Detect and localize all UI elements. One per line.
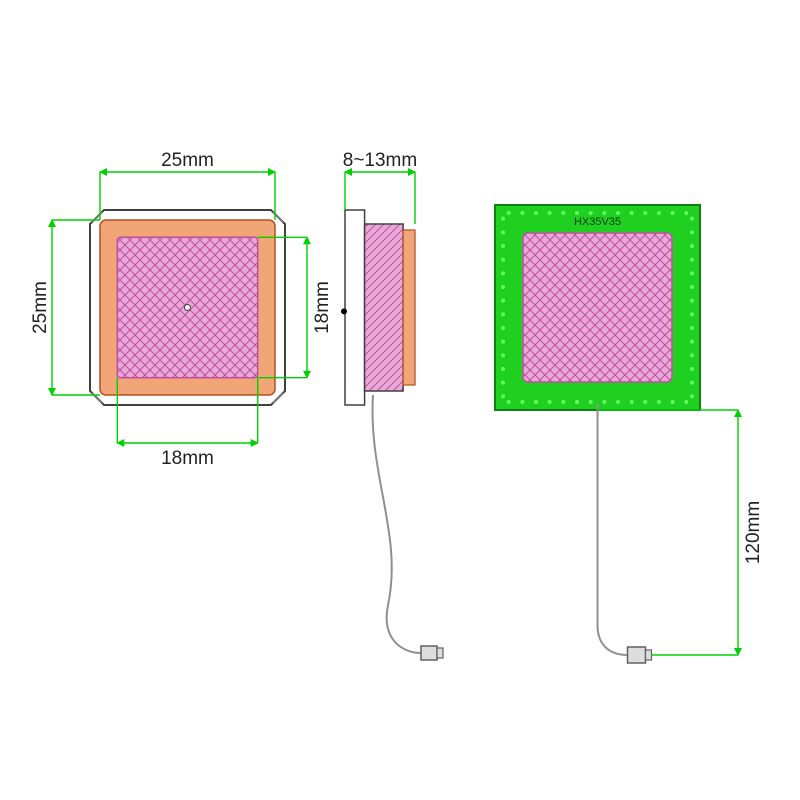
dimension-label: 25mm <box>161 150 214 171</box>
feed-point <box>185 305 191 311</box>
dimension-label: 25mm <box>30 281 51 334</box>
side-body <box>365 224 404 391</box>
dimension-label: 18mm <box>312 281 333 334</box>
ceramic-patch-front <box>523 233 672 382</box>
cable-front <box>598 404 628 655</box>
part-number: HX35V35 <box>574 216 621 228</box>
view-front: HX35V35 <box>495 205 700 663</box>
dimension-label: 18mm <box>161 448 214 469</box>
view-side <box>341 210 443 660</box>
dimension-label: 8~13mm <box>343 150 417 171</box>
ufl-connector <box>421 646 437 660</box>
view-top <box>90 210 285 405</box>
dimension-label: 120mm <box>743 501 764 564</box>
cable <box>373 395 421 653</box>
ufl-connector-front <box>628 647 646 663</box>
